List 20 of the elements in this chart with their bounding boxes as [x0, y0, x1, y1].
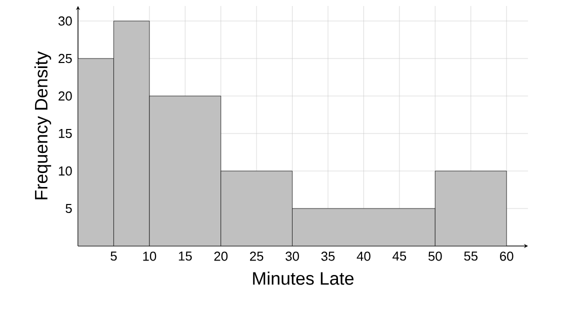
x-tick-label: 30 [286, 252, 299, 261]
x-tick-label: 15 [178, 252, 192, 261]
x-axis-title: Minutes Late [253, 272, 354, 285]
y-tick-label: 5 [66, 204, 72, 214]
y-tick-label: 30 [58, 16, 72, 26]
x-tick-label: 35 [321, 252, 335, 261]
y-tick-label: 10 [58, 166, 72, 176]
x-tick-label: 40 [356, 252, 370, 261]
y-axis-title: Frequency Density [34, 51, 52, 200]
x-tick-label: 25 [250, 252, 264, 261]
y-tick-label: 15 [58, 128, 72, 138]
y-tick-label: 25 [58, 54, 72, 64]
x-tick-label: 10 [143, 252, 156, 261]
x-tick-label: 5 [110, 252, 117, 261]
x-tick-label: 20 [214, 252, 228, 261]
x-tick-label: 60 [500, 252, 514, 261]
y-tick-label: 20 [58, 91, 72, 101]
x-tick-label: 45 [392, 252, 406, 261]
x-tick-label: 55 [464, 252, 478, 261]
x-tick-label: 50 [428, 252, 442, 261]
